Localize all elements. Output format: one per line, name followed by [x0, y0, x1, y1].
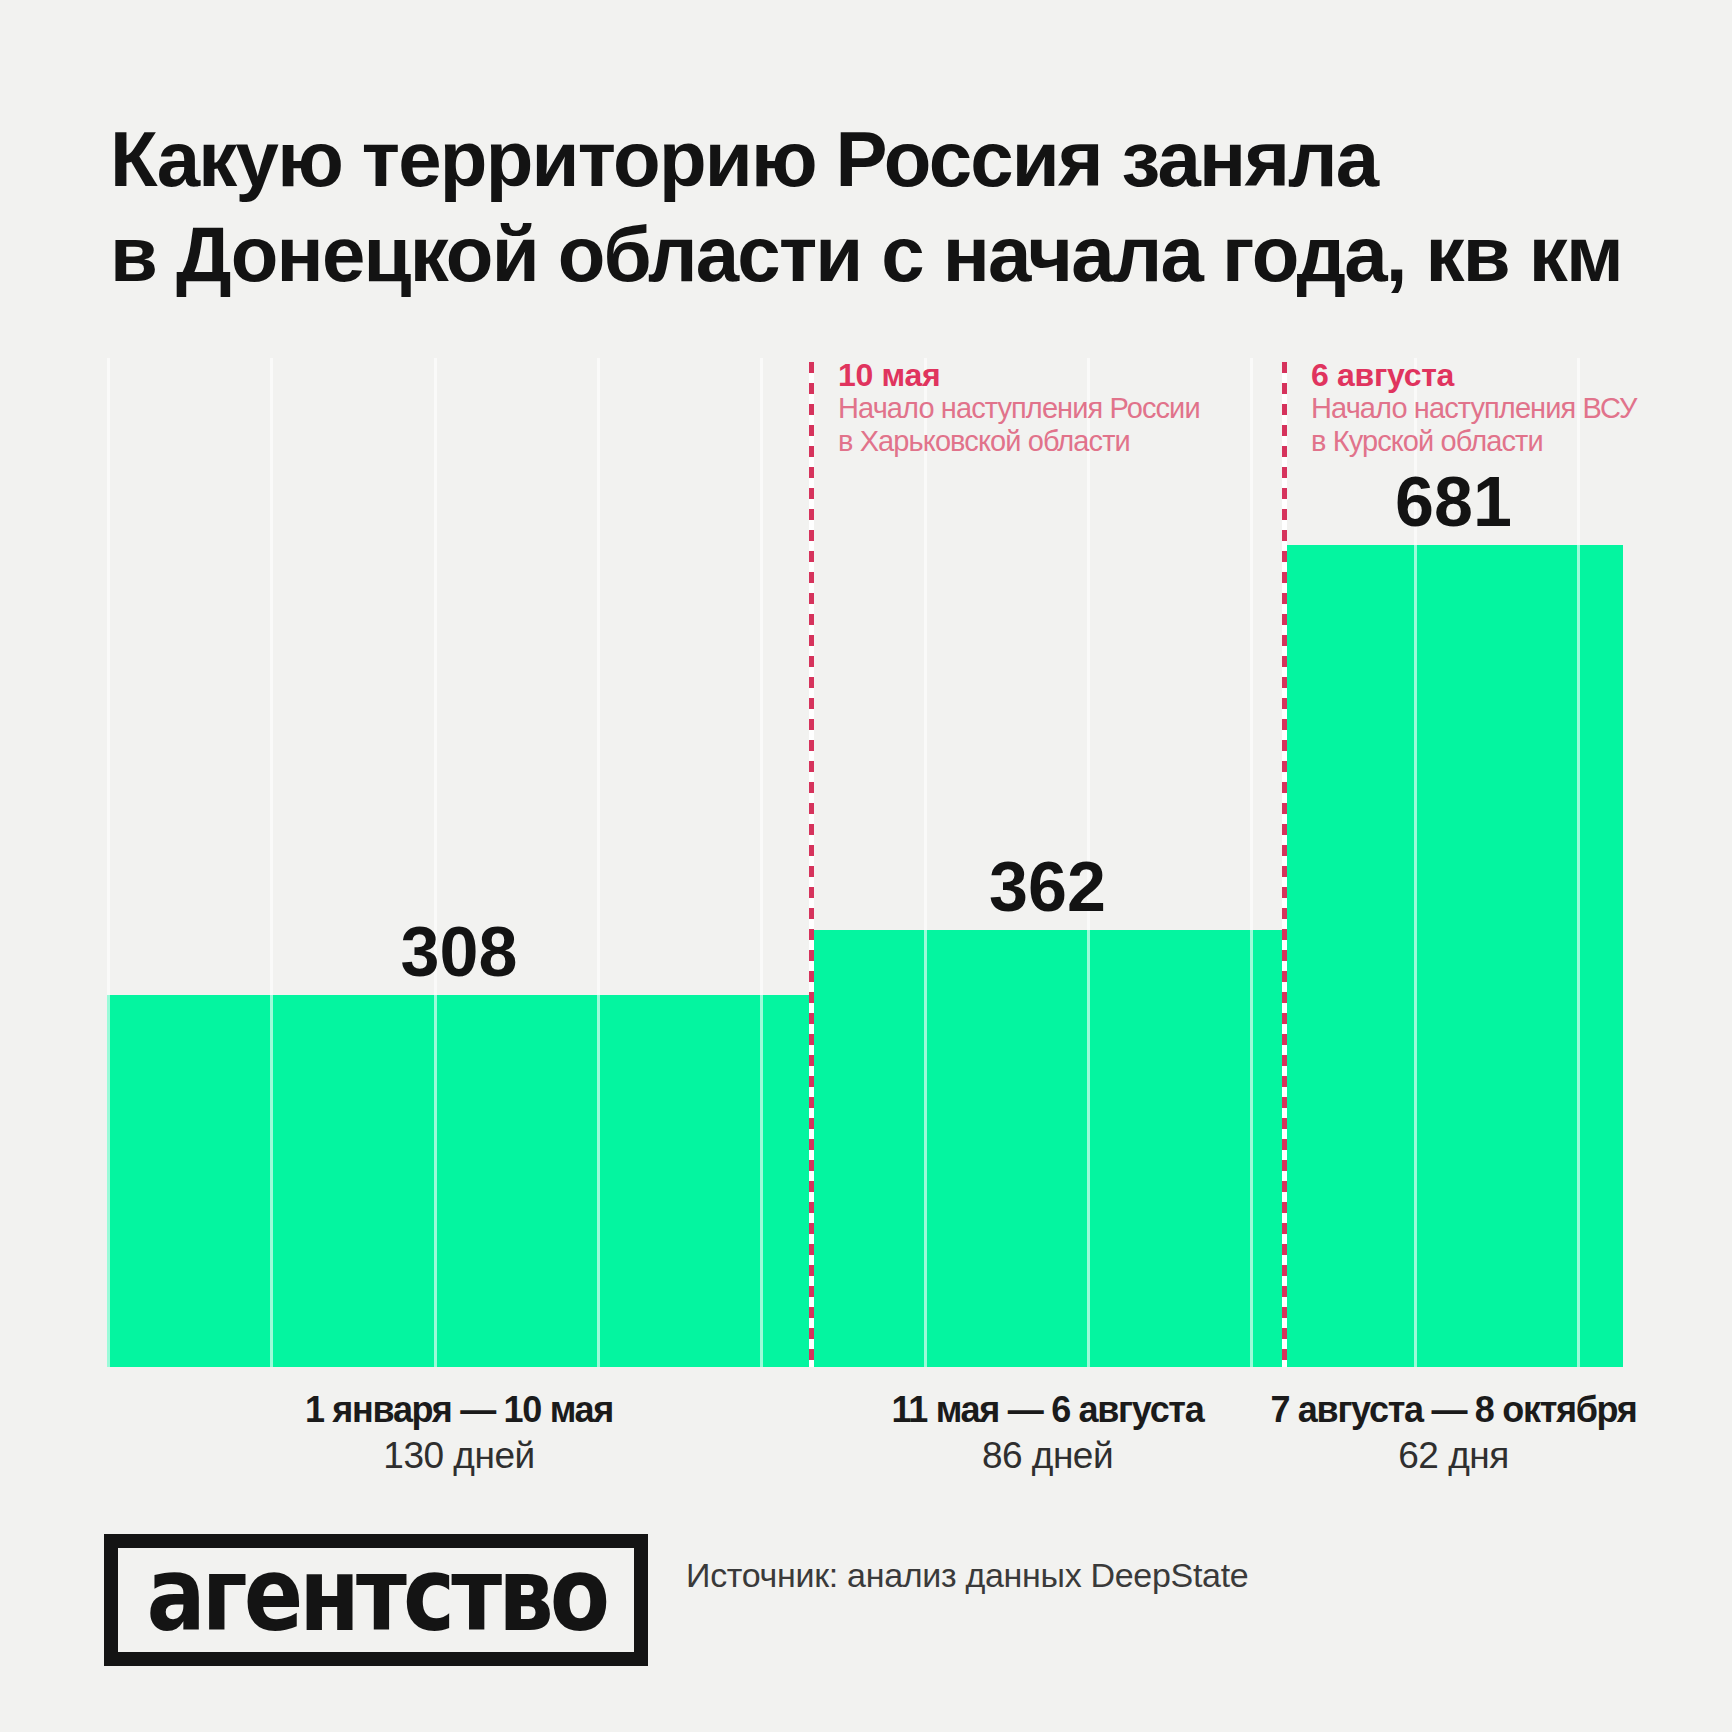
bar-value: 362: [989, 852, 1106, 922]
event-description: в Курской области: [1311, 425, 1637, 458]
x-axis-range: 7 августа — 8 октября: [1270, 1392, 1636, 1428]
source-note: Источник: анализ данных DeepState: [686, 1556, 1248, 1595]
bar-segment: [1284, 545, 1623, 1367]
logo-box: агентство: [104, 1534, 648, 1666]
gridline: [107, 358, 110, 1367]
chart-title-line1: Какую территорию Россия заняла: [110, 112, 1622, 207]
chart-title: Какую территорию Россия заняла в Донецко…: [110, 112, 1622, 302]
chart-title-line2: в Донецкой области с начала года, кв км: [110, 207, 1622, 302]
event-date: 6 августа: [1311, 358, 1637, 392]
gridline: [270, 358, 273, 1367]
x-axis-label: 1 января — 10 мая 130 дней: [305, 1392, 613, 1474]
x-axis-duration: 130 дней: [305, 1437, 613, 1474]
x-axis-duration: 86 дней: [892, 1437, 1204, 1474]
bar-segment: [107, 995, 811, 1367]
event-annotation: 10 маяНачало наступления Россиив Харьков…: [838, 358, 1200, 457]
bar-segment: [811, 930, 1284, 1367]
x-axis-range: 1 января — 10 мая: [305, 1392, 613, 1428]
gridline: [1250, 358, 1253, 1367]
infographic: Какую территорию Россия заняла в Донецко…: [0, 0, 1732, 1732]
gridline: [597, 358, 600, 1367]
event-line: [809, 362, 814, 1367]
event-description: Начало наступления России: [838, 392, 1200, 425]
gridline: [1577, 358, 1580, 1367]
x-axis-label: 7 августа — 8 октября 62 дня: [1270, 1392, 1636, 1474]
x-axis-label: 11 мая — 6 августа 86 дней: [892, 1392, 1204, 1474]
event-description: Начало наступления ВСУ: [1311, 392, 1637, 425]
event-description: в Харьковской области: [838, 425, 1200, 458]
gridline: [434, 358, 437, 1367]
logo-text: агентство: [146, 1544, 606, 1646]
event-annotation: 6 августаНачало наступления ВСУв Курской…: [1311, 358, 1637, 457]
bar-value: 308: [401, 917, 518, 987]
bar-value: 681: [1395, 467, 1512, 537]
gridline: [924, 358, 927, 1367]
event-date: 10 мая: [838, 358, 1200, 392]
x-axis-range: 11 мая — 6 августа: [892, 1392, 1204, 1428]
gridline: [760, 358, 763, 1367]
event-line: [1282, 362, 1287, 1367]
x-axis-duration: 62 дня: [1270, 1437, 1636, 1474]
